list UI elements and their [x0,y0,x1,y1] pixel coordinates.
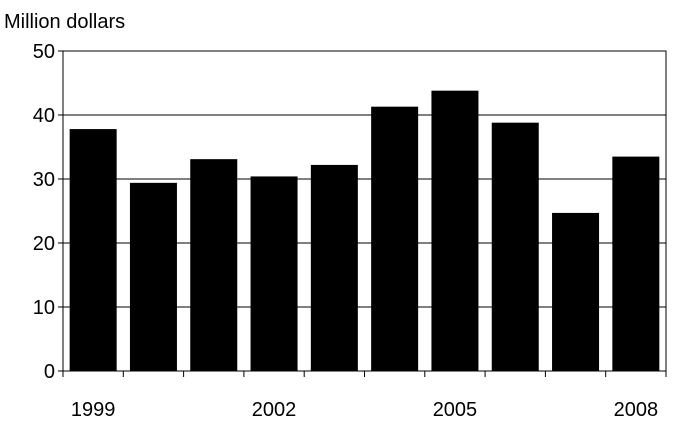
bar-2008 [612,156,660,371]
bar-2001 [190,159,238,371]
bar-2005 [431,90,479,372]
y-tick-label: 30 [33,169,55,191]
y-tick-label: 10 [33,297,55,319]
y-tick-label: 40 [33,105,55,127]
bar-2007 [552,212,600,371]
x-tick-label: 2002 [252,399,297,421]
bars [69,90,660,372]
x-tick-label: 1999 [71,399,116,421]
y-tick-label: 20 [33,233,55,255]
y-axis-ticks: 0 10 20 30 40 50 [33,41,63,383]
x-tick-label: 2008 [614,399,659,421]
bar-2004 [371,106,419,372]
y-tick-label: 0 [44,361,55,383]
bar-2006 [491,122,539,372]
plot-frame [62,50,667,372]
y-tick-label: 50 [33,41,55,63]
y-axis-label: Million dollars [4,11,125,33]
x-axis-ticks: 1999 2002 2005 2008 [62,371,667,421]
bar-2000 [129,182,177,371]
bar-2002 [250,176,298,371]
bar-1999 [69,129,117,371]
x-tick-label: 2005 [433,399,478,421]
bar-2003 [310,164,358,371]
